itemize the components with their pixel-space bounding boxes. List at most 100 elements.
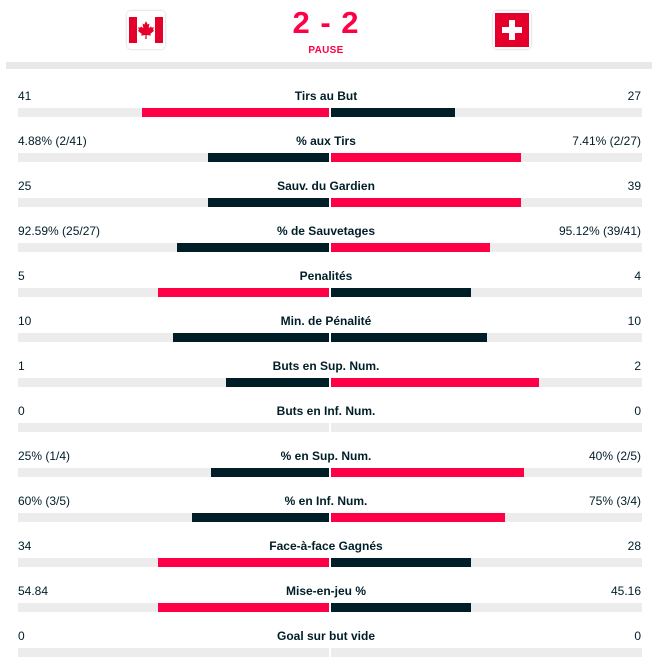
stat-row: 0 Goal sur but vide 0 — [0, 609, 652, 657]
stat-label: Min. de Pénalité — [280, 314, 372, 328]
stat-row: 25% (1/4) % en Sup. Num. 40% (2/5) — [0, 429, 652, 477]
home-bar-track — [18, 468, 329, 477]
away-bar-fill — [331, 468, 524, 477]
away-bar-track — [331, 108, 642, 117]
away-bar-track — [331, 333, 642, 342]
home-value: 0 — [18, 404, 25, 418]
stat-label: Goal sur but vide — [276, 629, 375, 643]
home-bar-fill — [192, 513, 329, 522]
stat-label: % en Sup. Num. — [280, 449, 372, 463]
away-value: 39 — [627, 179, 641, 193]
away-bar-track — [331, 468, 642, 477]
stat-row: 1 Buts en Sup. Num. 2 — [0, 339, 652, 387]
stat-label: Buts en Sup. Num. — [272, 359, 380, 373]
home-value: 41 — [18, 89, 32, 103]
away-bar-fill — [331, 558, 471, 567]
away-bar-track — [331, 198, 642, 207]
away-value: 27 — [627, 89, 641, 103]
away-value: 45.16 — [610, 584, 641, 598]
header-separator — [6, 62, 652, 69]
away-bar-fill — [331, 198, 521, 207]
away-value: 28 — [627, 539, 641, 553]
away-bar-track — [331, 603, 642, 612]
home-value: 54.84 — [18, 584, 49, 598]
home-value: 34 — [18, 539, 32, 553]
stat-label: Mise-en-jeu % — [285, 584, 366, 598]
home-value: 25 — [18, 179, 32, 193]
home-bar-fill — [173, 333, 329, 342]
home-bar-fill — [158, 603, 329, 612]
home-bar-track — [18, 378, 329, 387]
home-value: 25% (1/4) — [18, 449, 71, 463]
home-bar-fill — [142, 108, 329, 117]
home-bar-fill — [208, 198, 329, 207]
home-value: 5 — [18, 269, 25, 283]
home-value: 92.59% (25/27) — [18, 224, 101, 238]
home-bar-fill — [226, 378, 329, 387]
home-bar-fill — [211, 468, 329, 477]
away-value: 10 — [627, 314, 641, 328]
home-bar-track — [18, 423, 329, 432]
stat-row: 41 Tirs au But 27 — [0, 69, 652, 117]
home-bar-track — [18, 513, 329, 522]
match-status: PAUSE — [308, 45, 344, 56]
home-bar-fill — [158, 288, 329, 297]
stat-row: 0 Buts en Inf. Num. 0 — [0, 384, 652, 432]
away-bar-track — [331, 648, 642, 657]
home-bar-track — [18, 153, 329, 162]
away-bar-track — [331, 423, 642, 432]
away-value: 40% (2/5) — [588, 449, 641, 463]
stat-row: 92.59% (25/27) % de Sauvetages 95.12% (39/… — [0, 204, 652, 252]
stat-label: Face-à-face Gagnés — [269, 539, 383, 553]
away-bar-fill — [331, 513, 505, 522]
switzerland-flag-icon[interactable] — [493, 11, 531, 49]
stat-label: % en Inf. Num. — [284, 494, 368, 508]
stat-label: % de Sauvetages — [276, 224, 376, 238]
home-bar-track — [18, 288, 329, 297]
stat-row: 25 Sauv. du Gardien 39 — [0, 159, 652, 207]
match-header: 2 - 2 PAUSE — [0, 0, 652, 69]
home-value: 10 — [18, 314, 32, 328]
away-bar-fill — [331, 108, 455, 117]
home-bar-fill — [208, 153, 329, 162]
away-bar-fill — [331, 153, 521, 162]
home-value: 0 — [18, 629, 25, 643]
away-bar-track — [331, 513, 642, 522]
home-value: 60% (3/5) — [18, 494, 71, 508]
stats-list: 41 Tirs au But 27 4.88% (2/41)% aux Tirs 7.4… — [0, 69, 652, 657]
stat-label: Sauv. du Gardien — [277, 179, 375, 193]
away-bar-fill — [331, 288, 471, 297]
home-value: 1 — [18, 359, 25, 373]
stat-row: 34 Face-à-face Gagnés 28 — [0, 519, 652, 567]
home-bar-track — [18, 648, 329, 657]
home-bar-fill — [177, 243, 329, 252]
away-value: 75% (3/4) — [588, 494, 641, 508]
away-bar-track — [331, 378, 642, 387]
match-score: 2 - 2 — [292, 5, 360, 40]
away-bar-track — [331, 288, 642, 297]
away-bar-fill — [331, 243, 490, 252]
stat-row: 5 Penalités 4 — [0, 249, 652, 297]
stat-row: 60% (3/5) % en Inf. Num. 75% (3/4) — [0, 474, 652, 522]
away-bar-track — [331, 153, 642, 162]
away-bar-track — [331, 558, 642, 567]
away-value: 95.12% (39/41) — [558, 224, 641, 238]
away-value: 0 — [634, 629, 641, 643]
stat-label: Buts en Inf. Num. — [276, 404, 376, 418]
stat-row: 54.84 Mise-en-jeu % 45.16 — [0, 564, 652, 612]
away-bar-fill — [331, 603, 471, 612]
canada-flag-icon[interactable] — [127, 11, 165, 49]
stat-label: Tirs au But — [294, 89, 358, 103]
stat-row: 10 Min. de Pénalité 10 — [0, 294, 652, 342]
home-bar-track — [18, 603, 329, 612]
home-bar-track — [18, 198, 329, 207]
away-bar-fill — [331, 378, 539, 387]
stat-label: % aux Tirs — [296, 134, 356, 148]
away-value: 4 — [634, 269, 641, 283]
away-value: 2 — [634, 359, 641, 373]
home-bar-track — [18, 558, 329, 567]
away-bar-fill — [331, 333, 487, 342]
home-value: 4.88% (2/41) — [18, 134, 87, 148]
away-bar-track — [331, 243, 642, 252]
stat-row: 4.88% (2/41) % aux Tirs 7.41% (2/27) — [0, 114, 652, 162]
